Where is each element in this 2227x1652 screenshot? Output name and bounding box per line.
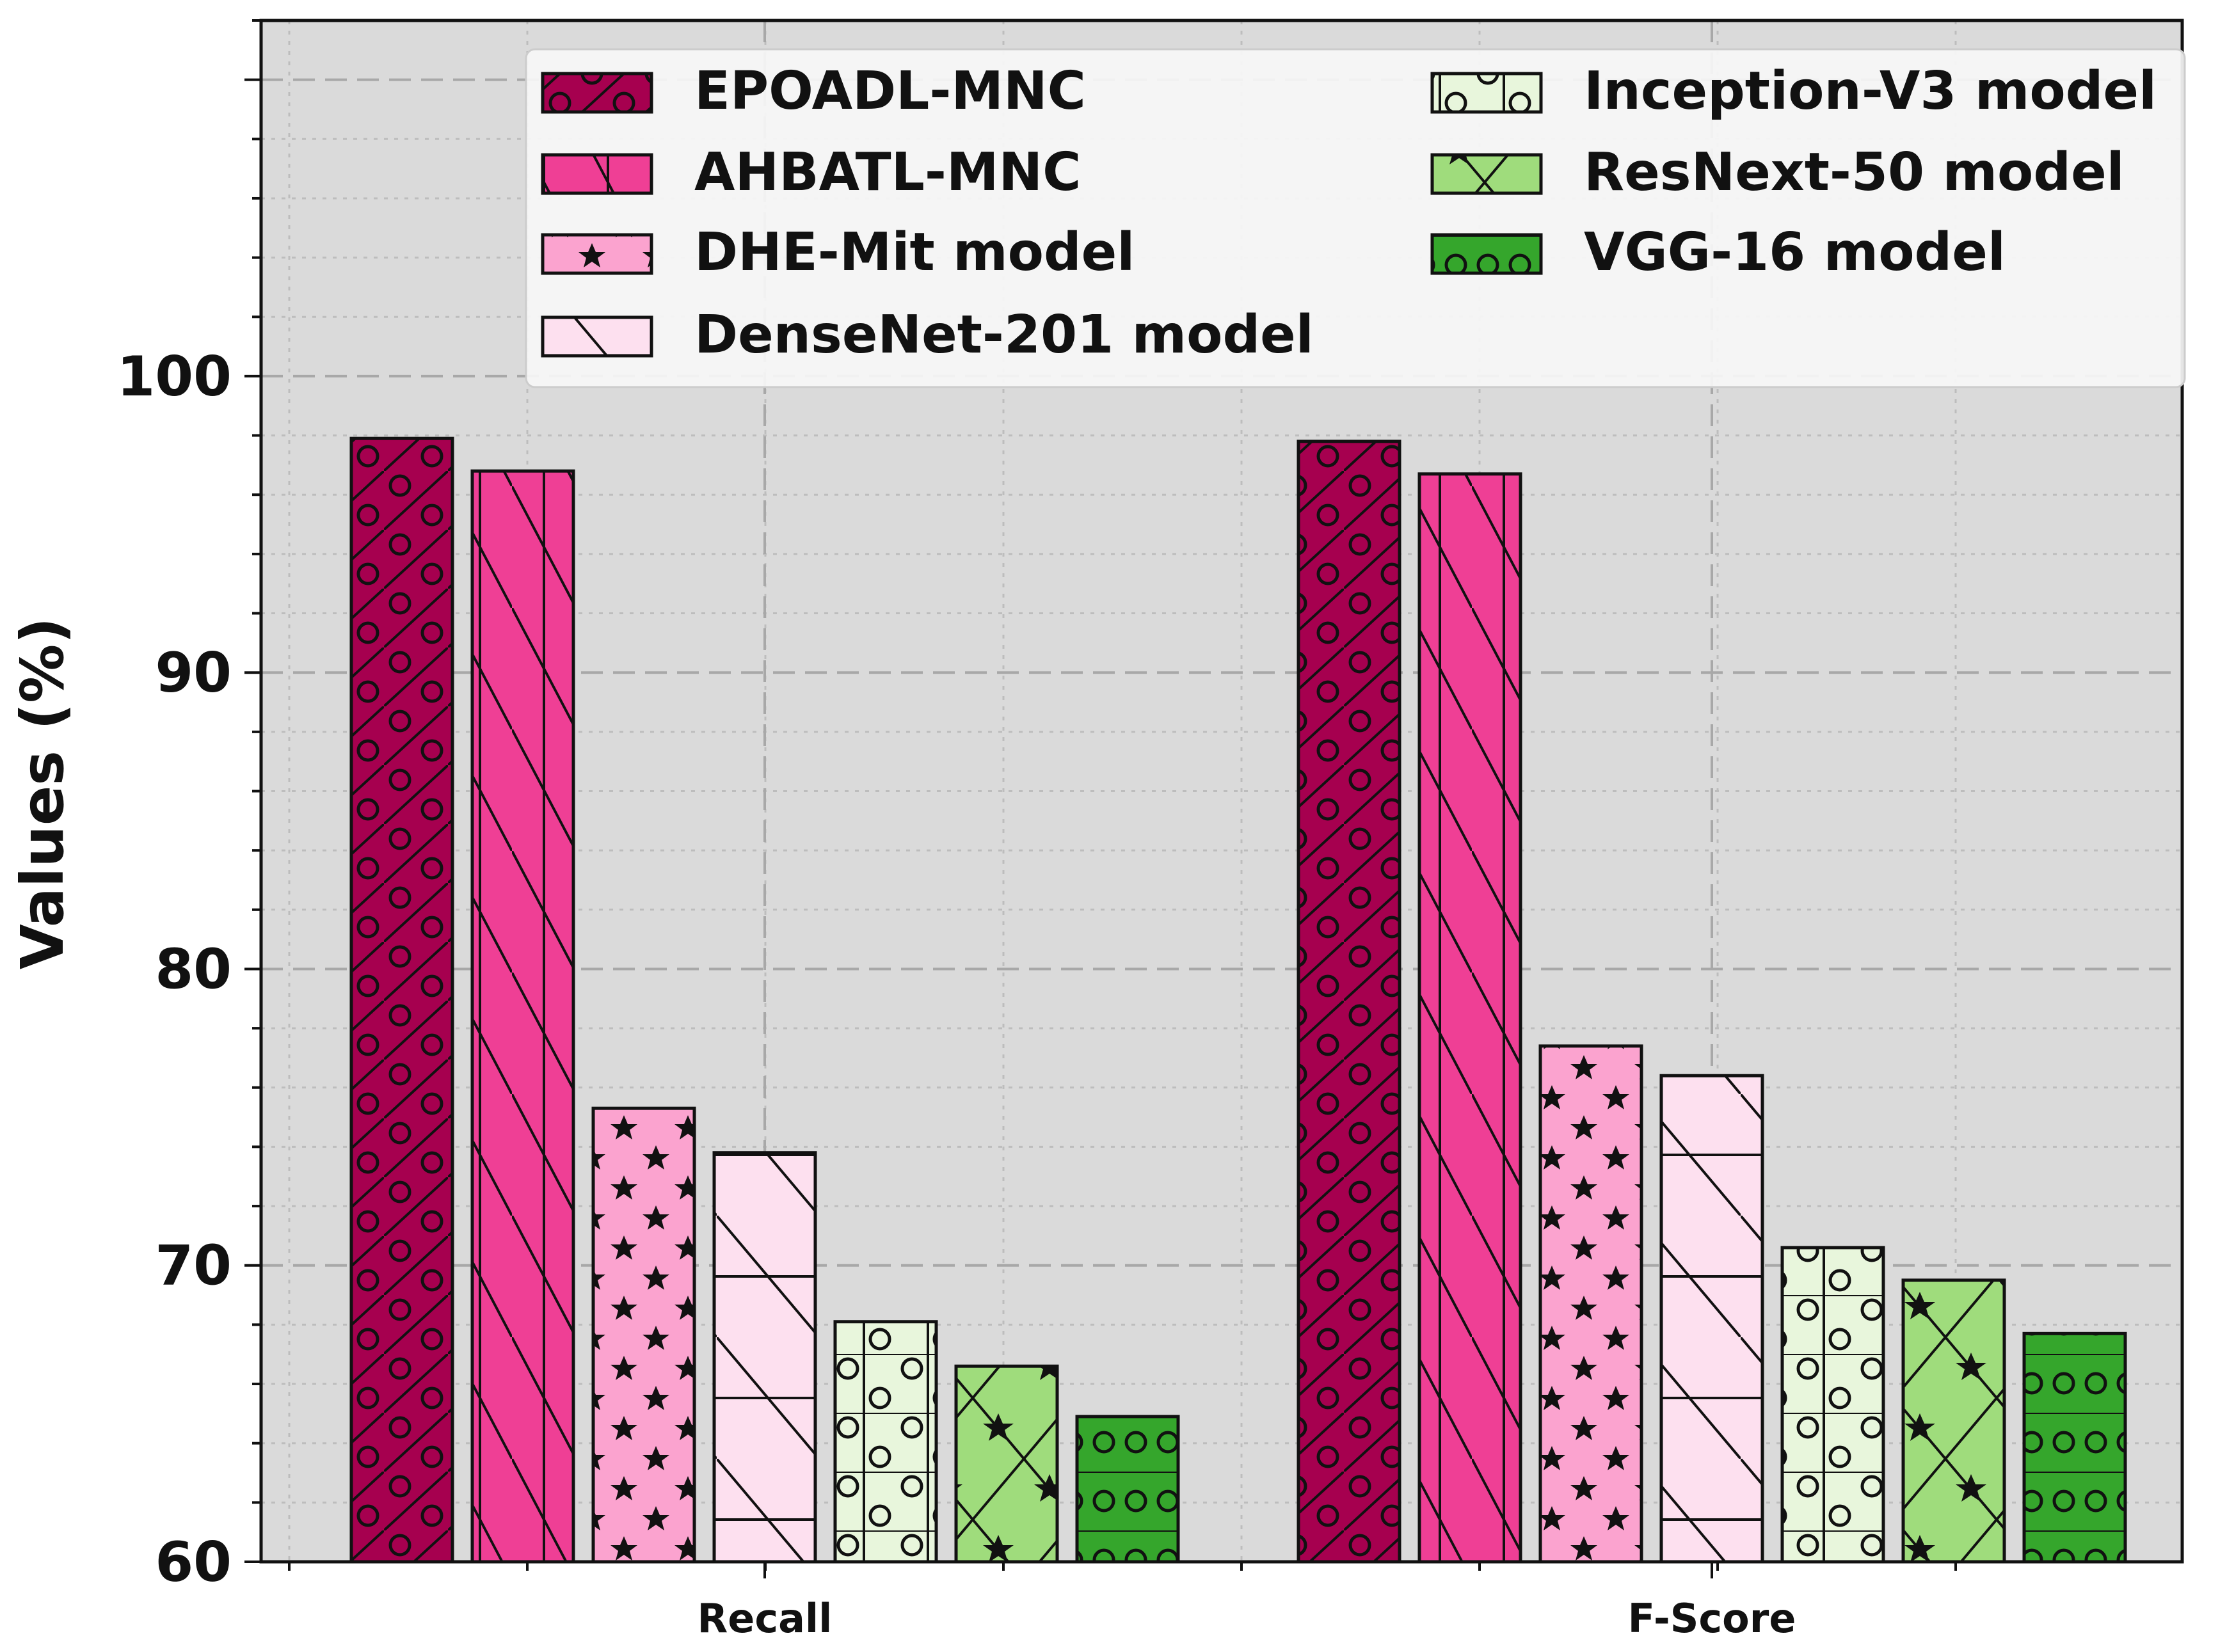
legend-label: DenseNet-201 model <box>694 305 1314 365</box>
legend-swatch <box>1430 233 1543 275</box>
legend-label: Inception-V3 model <box>1584 61 2157 122</box>
y-tick-label: 80 <box>155 937 232 1001</box>
bar-dhe-mit-model-recall <box>591 1106 696 1564</box>
y-tick-label: 100 <box>116 345 232 409</box>
bar-densenet-201-model-recall <box>712 1151 817 1564</box>
bar-ahbatl-mnc-recall <box>470 469 575 1564</box>
y-axis-title: Values (%) <box>8 617 77 970</box>
bar-densenet-201-model-f-score <box>1659 1074 1764 1564</box>
legend-swatch <box>1430 72 1543 114</box>
legend-box <box>525 48 2186 388</box>
bar-inception-v3-model-recall <box>833 1320 938 1564</box>
bar-resnext-50-model-recall <box>954 1364 1059 1564</box>
legend-swatch <box>1430 153 1543 195</box>
y-tick-label: 70 <box>155 1234 232 1298</box>
bar-dhe-mit-model-f-score <box>1538 1044 1643 1564</box>
legend-label: ResNext-50 model <box>1584 142 2125 203</box>
x-tick-labels: Recall F-Score <box>698 1595 1796 1642</box>
legend-swatch <box>541 315 653 358</box>
bar-resnext-50-model-f-score <box>1901 1278 2006 1564</box>
y-tick-label: 60 <box>155 1530 232 1594</box>
x-category-label: Recall <box>698 1595 833 1642</box>
axis-ticks <box>244 19 1957 1578</box>
legend-swatch <box>541 153 653 195</box>
bar-vgg-16-model-f-score <box>2022 1331 2127 1564</box>
legend-swatch <box>541 233 653 275</box>
legend-swatch <box>541 72 653 114</box>
bar-inception-v3-model-f-score <box>1780 1246 1885 1564</box>
legend: EPOADL-MNC AHBATL-MNC DHE-Mit model DenseNe… <box>525 48 2186 388</box>
x-category-label: F-Score <box>1628 1595 1796 1642</box>
bar-ahbatl-mnc-f-score <box>1417 472 1522 1564</box>
bar-vgg-16-model-recall <box>1075 1415 1180 1564</box>
legend-label: DHE-Mit model <box>694 222 1135 283</box>
bar-epoadl-mnc-recall <box>349 436 454 1564</box>
y-tick-label: 90 <box>155 641 232 705</box>
y-tick-labels: 60 70 80 90 100 <box>116 345 232 1594</box>
legend-label: EPOADL-MNC <box>694 61 1086 122</box>
bar-epoadl-mnc-f-score <box>1297 440 1401 1564</box>
legend-label: VGG-16 model <box>1584 222 2006 283</box>
legend-label: AHBATL-MNC <box>694 142 1081 203</box>
